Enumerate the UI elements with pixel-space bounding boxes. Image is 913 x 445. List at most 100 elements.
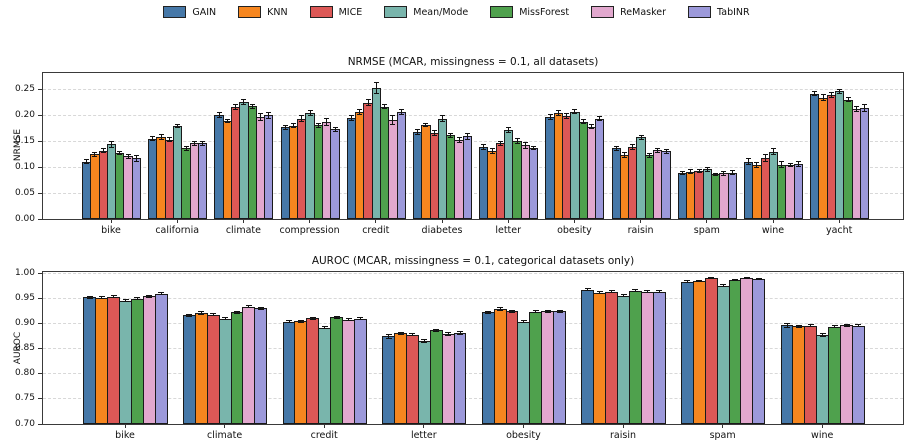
gridline (43, 273, 903, 275)
error-bar-cap (520, 320, 527, 322)
error-bar-cap (632, 291, 639, 293)
error-bar (400, 109, 402, 115)
y-tick-mark (38, 323, 42, 325)
error-bar-cap (86, 295, 93, 297)
x-tick-label: bike (101, 225, 121, 236)
error-bar-cap (464, 132, 470, 134)
error-bar (773, 148, 774, 155)
error-bar-cap (679, 173, 685, 175)
error-bar-cap (324, 124, 330, 126)
error-bar-cap (307, 114, 313, 116)
legend-swatch-icon (490, 6, 514, 18)
error-bar (458, 137, 460, 143)
error-bar-cap (186, 313, 193, 315)
error-bar-cap (423, 123, 429, 125)
error-bar (113, 295, 115, 298)
error-bar-cap (433, 328, 440, 330)
error-bar-cap (589, 124, 594, 126)
error-bar (814, 91, 816, 96)
error-bar-cap (222, 319, 229, 321)
error-bar-cap (373, 82, 379, 84)
error-bar-cap (309, 316, 316, 318)
legend-item: ReMasker (591, 6, 666, 18)
bar-california-tabinr (197, 143, 208, 219)
x-tick-label: climate (225, 225, 261, 236)
error-bar-cap (183, 149, 189, 151)
error-bar-cap (286, 322, 292, 324)
error-bar (119, 151, 121, 155)
error-bar (789, 163, 791, 167)
error-bar-cap (831, 325, 838, 327)
x-tick-mark (224, 424, 226, 428)
error-bar-cap (249, 107, 255, 109)
error-bar (423, 339, 425, 343)
error-bar (611, 290, 613, 293)
error-bar-cap (286, 320, 292, 322)
error-bar-cap (186, 315, 193, 317)
error-bar (435, 329, 437, 332)
error-bar (89, 296, 91, 299)
error-bar-cap (795, 165, 801, 167)
error-bar (350, 115, 352, 121)
gridline (43, 192, 903, 194)
error-bar-cap (481, 148, 487, 150)
error-bar-cap (390, 123, 396, 125)
bar-yacht-tabinr (859, 108, 870, 219)
error-bar-cap (415, 134, 421, 136)
error-bar-cap (812, 91, 818, 93)
error-bar-cap (245, 305, 252, 307)
legend-label: MissForest (519, 6, 570, 18)
x-tick-label: raisin (627, 225, 654, 236)
error-bar-cap (855, 326, 862, 328)
error-bar-cap (684, 282, 691, 284)
bar-letter-tabinr (453, 333, 467, 424)
error-bar-cap (365, 98, 371, 100)
error-bar (511, 310, 513, 313)
error-bar-cap (531, 149, 537, 151)
y-tick-mark (38, 140, 42, 142)
error-bar-cap (755, 278, 762, 280)
error-bar-cap (332, 131, 338, 132)
error-bar (648, 153, 650, 158)
error-bar-cap (743, 276, 750, 278)
gridline (43, 398, 903, 400)
error-bar-cap (555, 115, 561, 117)
y-tick-mark (38, 114, 42, 116)
error-bar-cap (245, 307, 252, 309)
error-bar (334, 127, 336, 132)
error-bar-cap (122, 299, 129, 301)
error-bar (559, 310, 561, 313)
legend-label: ReMasker (620, 6, 667, 18)
error-bar-cap (746, 163, 752, 165)
x-tick-mark (622, 424, 624, 428)
error-bar-cap (655, 151, 661, 153)
error-bar-cap (382, 108, 388, 110)
error-bar-cap (784, 322, 790, 324)
error-bar-cap (819, 335, 826, 337)
error-bar-cap (828, 97, 834, 99)
error-bar-cap (845, 101, 851, 103)
error-bar-cap (297, 321, 304, 323)
error-bar-cap (224, 121, 230, 123)
error-bar (193, 141, 195, 146)
y-tick-label: 0.85 (14, 343, 35, 354)
error-bar-cap (158, 294, 165, 296)
legend-label: KNN (267, 6, 288, 18)
error-bar-cap (544, 311, 551, 313)
error-bar-cap (423, 126, 429, 128)
bar-obesity-tabinr (553, 311, 567, 424)
error-bar-cap (234, 310, 240, 312)
error-bar (640, 135, 642, 140)
error-bar-cap (357, 317, 364, 319)
y-tick-label: 0.05 (14, 187, 35, 198)
y-tick-mark (38, 398, 42, 400)
error-bar (317, 123, 319, 128)
bar-wine-tabinr (793, 163, 804, 219)
y-tick-label: 0.95 (14, 293, 35, 304)
error-bar-cap (696, 172, 702, 174)
y-tick-mark (38, 298, 42, 300)
error-bar-cap (398, 109, 404, 111)
error-bar-cap (596, 293, 603, 295)
error-bar-cap (784, 326, 790, 328)
x-tick-mark (441, 219, 443, 223)
